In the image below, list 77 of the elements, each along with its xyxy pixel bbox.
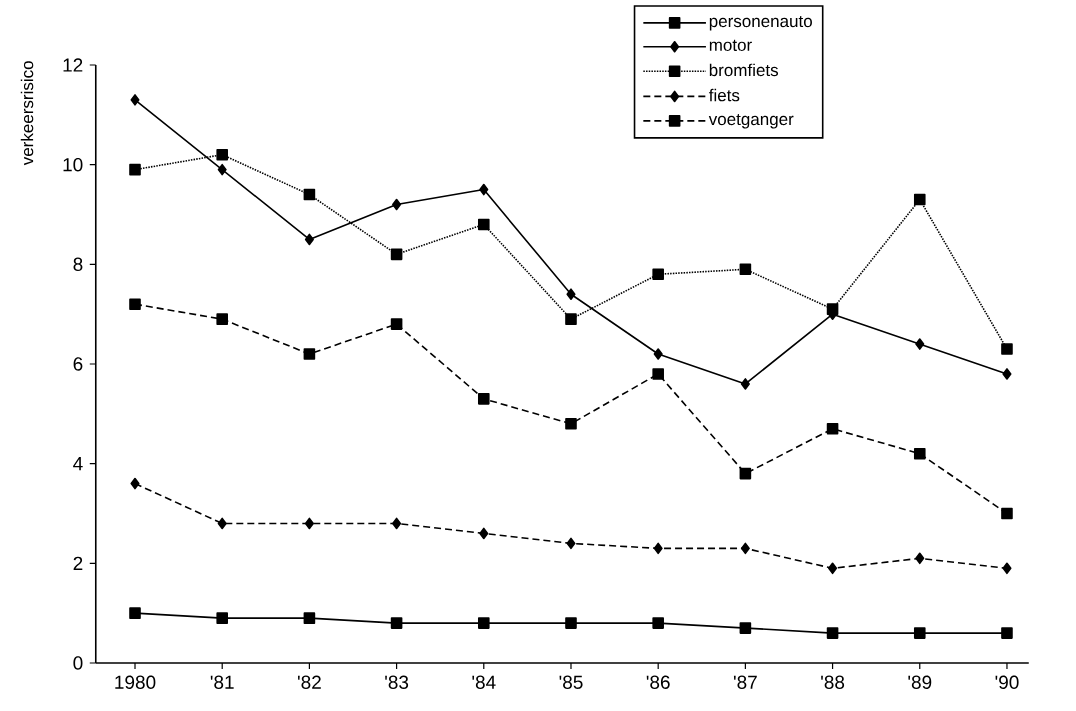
point	[913, 193, 926, 206]
point	[392, 198, 402, 211]
x-tick-label: '88	[821, 675, 845, 689]
point	[652, 368, 664, 380]
x-tick-label: '86	[646, 675, 670, 689]
point	[739, 622, 752, 634]
point	[740, 542, 750, 555]
point	[1002, 562, 1012, 575]
point	[740, 378, 750, 390]
x-tick-label: 1980	[115, 675, 156, 689]
point	[477, 218, 490, 231]
point	[303, 188, 316, 201]
y-tick-label: 12	[63, 58, 83, 72]
point	[390, 617, 403, 629]
point	[392, 517, 402, 530]
point	[304, 233, 314, 246]
point	[216, 313, 228, 325]
point	[826, 422, 839, 435]
point	[477, 393, 490, 405]
point	[565, 417, 577, 430]
point	[1002, 368, 1012, 380]
point	[565, 313, 577, 325]
x-tick-label: '84	[472, 675, 496, 689]
legend-label: personenauto	[709, 15, 812, 31]
point	[129, 607, 141, 619]
point	[390, 248, 403, 261]
x-tick-label: '81	[210, 675, 234, 689]
x-tick-label: '82	[297, 675, 321, 689]
point	[390, 318, 403, 330]
legend-label: voetganger	[708, 114, 794, 129]
point	[479, 183, 489, 196]
point	[303, 612, 316, 624]
point	[130, 94, 140, 106]
point	[216, 148, 228, 161]
legend-label: fiets	[708, 88, 740, 102]
point	[304, 517, 314, 530]
point	[479, 527, 489, 540]
point	[828, 562, 838, 575]
point	[739, 263, 752, 276]
y-tick-label: 6	[73, 357, 83, 371]
point	[1001, 343, 1013, 355]
y-tick-label: 0	[73, 656, 83, 670]
point	[652, 617, 664, 629]
y-tick-label: 8	[73, 257, 83, 272]
point	[913, 627, 926, 639]
x-tick-label: '83	[385, 675, 409, 689]
y-axis-title: verkeersrisico	[20, 61, 34, 166]
y-tick-label: 10	[63, 157, 83, 172]
point	[739, 467, 752, 480]
point	[653, 542, 663, 555]
point	[477, 617, 490, 629]
point	[915, 338, 925, 350]
point	[303, 348, 316, 360]
legend-label: bromfiets	[709, 63, 779, 77]
point	[129, 298, 141, 310]
x-tick-label: '90	[995, 675, 1019, 689]
x-tick-label: '85	[559, 675, 583, 689]
point	[652, 268, 664, 281]
y-tick-label: 4	[73, 457, 83, 471]
point	[217, 517, 227, 530]
point	[826, 627, 839, 639]
point	[566, 288, 576, 301]
point	[653, 348, 663, 360]
y-tick-label: 2	[73, 556, 83, 570]
legend-label: motor	[709, 39, 752, 51]
point	[566, 537, 576, 550]
point	[565, 617, 577, 629]
point	[1001, 507, 1013, 520]
point	[129, 163, 141, 176]
point	[1001, 627, 1013, 639]
x-tick-label: '87	[733, 675, 757, 689]
point	[913, 447, 926, 460]
x-tick-label: '89	[908, 675, 932, 689]
point	[217, 163, 227, 176]
point	[915, 552, 925, 565]
point	[130, 477, 140, 490]
point	[216, 612, 228, 624]
